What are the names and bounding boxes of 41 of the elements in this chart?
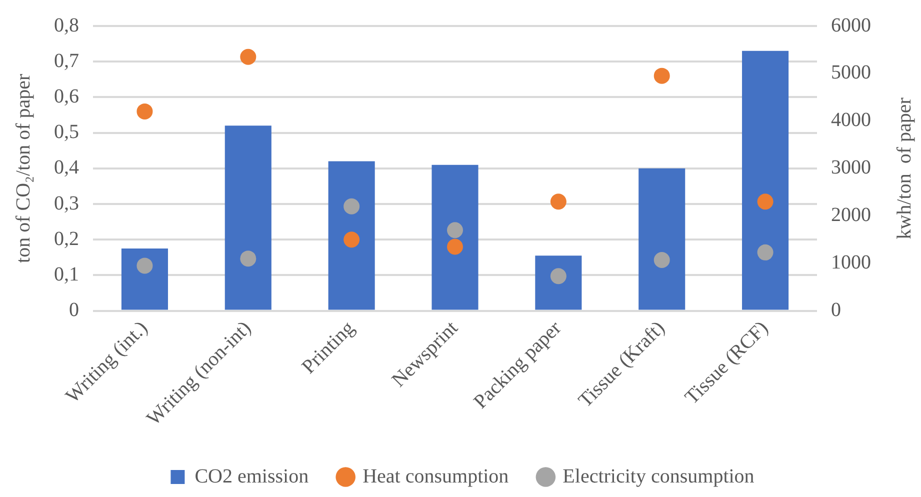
y-tick-label: 0,3 bbox=[54, 192, 79, 214]
point bbox=[654, 252, 670, 268]
bar bbox=[328, 161, 375, 310]
bar bbox=[742, 50, 789, 310]
y-tick-label: 0,2 bbox=[54, 228, 79, 250]
y2-tick-label: 1000 bbox=[831, 252, 871, 274]
y-tick-label: 0,5 bbox=[54, 121, 79, 144]
y-tick-label: 0 bbox=[69, 299, 79, 322]
point bbox=[344, 232, 360, 248]
point bbox=[240, 48, 256, 65]
y-tick-label: 0,8 bbox=[54, 14, 79, 36]
y2-tick-label: 2000 bbox=[831, 204, 871, 226]
y2-tick-label: 6000 bbox=[831, 14, 871, 36]
y2-tick-label: 5000 bbox=[831, 62, 871, 84]
point bbox=[757, 194, 774, 210]
legend-label: CO2 emission bbox=[194, 465, 309, 488]
bar bbox=[535, 256, 582, 310]
y-tick-label: 0,4 bbox=[54, 156, 79, 179]
y2-axis-title: kwh/ton of paper bbox=[893, 97, 916, 240]
y2-tick-label: 0 bbox=[831, 299, 841, 322]
y2-tick-label: 4000 bbox=[831, 109, 871, 132]
point bbox=[344, 198, 360, 214]
point bbox=[240, 250, 256, 267]
y-tick-label: 0,7 bbox=[54, 50, 79, 72]
bar bbox=[121, 248, 168, 310]
point bbox=[757, 244, 774, 260]
legend-label: Heat consumption bbox=[362, 465, 509, 488]
point bbox=[654, 68, 670, 84]
point bbox=[447, 238, 463, 255]
y-axis-title: ton of CO₂/ton of paper bbox=[12, 73, 34, 263]
point bbox=[136, 103, 153, 120]
point bbox=[136, 258, 153, 274]
bar bbox=[224, 126, 272, 310]
legend-label: Electricity consumption bbox=[562, 465, 754, 488]
bar bbox=[432, 164, 478, 310]
point bbox=[550, 194, 566, 210]
y2-tick-label: 3000 bbox=[831, 156, 871, 179]
bar bbox=[638, 168, 686, 310]
point bbox=[447, 222, 463, 238]
y-tick-label: 0,1 bbox=[54, 263, 79, 286]
y-tick-label: 0,6 bbox=[54, 85, 79, 108]
